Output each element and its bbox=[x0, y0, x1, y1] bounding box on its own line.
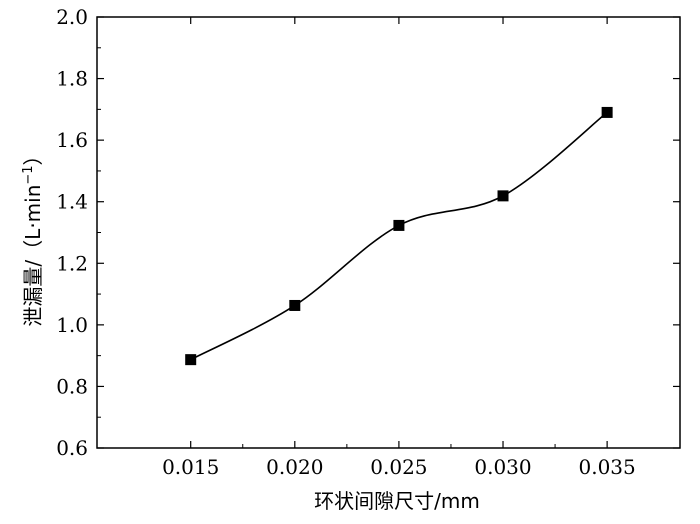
x-tick-label: 0.035 bbox=[578, 455, 635, 479]
y-tick-label: 1.6 bbox=[56, 128, 88, 152]
x-axis: 0.015 0.020 0.025 0.030 0.035 bbox=[162, 17, 636, 479]
data-point-marker bbox=[497, 190, 509, 202]
plot-frame bbox=[96, 16, 681, 449]
y-axis-title: 泄漏量/（L·min−1） bbox=[21, 145, 45, 326]
y-axis: 0.6 0.8 1.0 1.2 1.4 1.6 1.8 2.0 bbox=[56, 5, 680, 460]
y-tick-label: 2.0 bbox=[56, 5, 88, 29]
data-point-marker bbox=[601, 106, 613, 118]
x-tick-label: 0.030 bbox=[474, 455, 531, 479]
x-tick-label: 0.020 bbox=[266, 455, 323, 479]
series-line bbox=[190, 111, 608, 361]
y-tick-label: 1.4 bbox=[56, 190, 88, 214]
y-axis-title-main: 泄漏量/（L·min bbox=[21, 185, 45, 327]
x-axis-title: 环状间隙尺寸/mm bbox=[314, 489, 480, 513]
y-tick-label: 1.2 bbox=[56, 251, 88, 275]
data-point-marker bbox=[289, 299, 301, 311]
x-tick-label: 0.025 bbox=[370, 455, 427, 479]
plot-area bbox=[96, 16, 681, 449]
x-tick-label: 0.015 bbox=[162, 455, 219, 479]
y-axis-title-sup: −1 bbox=[21, 165, 36, 184]
y-tick-label: 0.8 bbox=[56, 374, 88, 398]
data-point-marker bbox=[393, 219, 405, 231]
y-tick-label: 0.6 bbox=[56, 436, 88, 460]
y-tick-label: 1.8 bbox=[56, 67, 88, 91]
y-tick-label: 1.0 bbox=[56, 313, 88, 337]
data-point-marker bbox=[185, 354, 197, 366]
y-axis-title-end: ） bbox=[21, 145, 45, 165]
